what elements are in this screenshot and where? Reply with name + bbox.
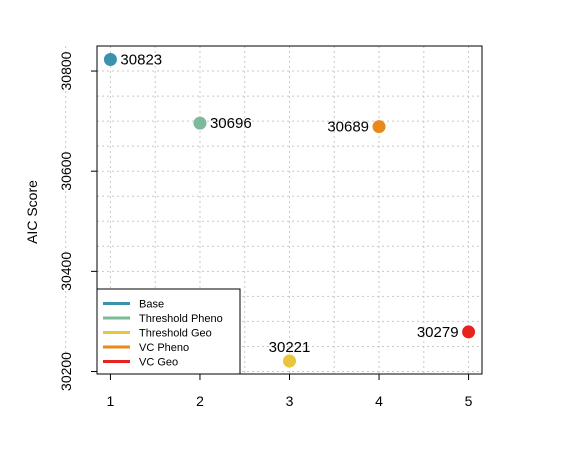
y-tick-label: 30400 bbox=[58, 252, 74, 291]
x-tick-label: 4 bbox=[375, 393, 383, 409]
y-tick-label: 30800 bbox=[58, 51, 74, 90]
y-tick-label: 30200 bbox=[58, 352, 74, 391]
data-point bbox=[193, 116, 207, 130]
x-tick-label: 3 bbox=[286, 393, 294, 409]
legend: Base Threshold Pheno Threshold Geo VC Pheno… bbox=[96, 288, 241, 375]
y-axis-label: AIC Score bbox=[24, 180, 40, 244]
data-label: 30696 bbox=[210, 115, 252, 132]
data-label: 30221 bbox=[269, 339, 311, 356]
legend-label: Threshold Pheno bbox=[139, 313, 223, 325]
y-tick-label: 30600 bbox=[58, 152, 74, 191]
legend-label: VC Pheno bbox=[139, 342, 189, 354]
data-points: 30823 30696 30221 30689 30279 bbox=[103, 52, 476, 368]
data-label: 30823 bbox=[120, 52, 162, 69]
data-point bbox=[283, 354, 296, 368]
data-label: 30689 bbox=[327, 119, 369, 136]
data-point bbox=[103, 53, 117, 67]
data-label: 30279 bbox=[417, 324, 459, 341]
x-tick-label: 2 bbox=[196, 393, 204, 409]
legend-label: Base bbox=[139, 299, 164, 311]
x-tick-label: 5 bbox=[465, 393, 473, 409]
data-point bbox=[462, 325, 476, 339]
x-tick-label: 1 bbox=[107, 393, 115, 409]
legend-label: Threshold Geo bbox=[139, 328, 212, 340]
data-point bbox=[372, 120, 386, 134]
legend-label: VC Geo bbox=[139, 357, 178, 369]
